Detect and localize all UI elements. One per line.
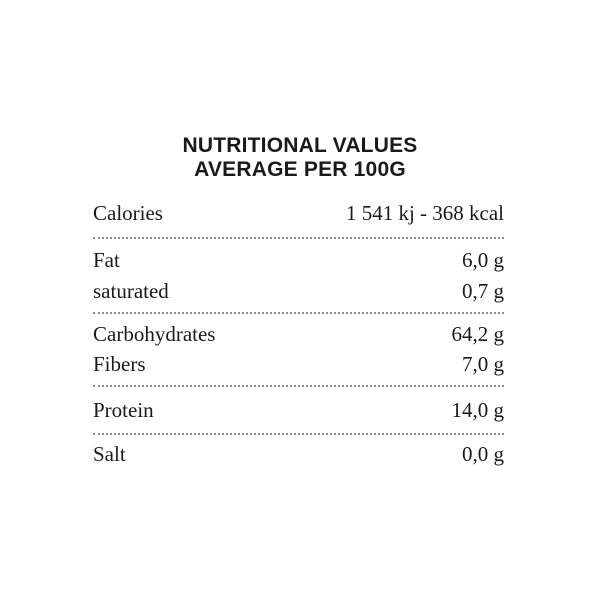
row-value: 1 541 kj - 368 kcal bbox=[345, 201, 504, 225]
row-value: 7,0 g bbox=[462, 352, 504, 376]
row-calories: Calories 1 541 kj - 368 kcal bbox=[93, 198, 504, 228]
dotted-separator bbox=[93, 312, 504, 314]
title-line-1: NUTRITIONAL VALUES bbox=[182, 134, 418, 157]
row-label: Protein bbox=[93, 398, 154, 422]
row-value: 6,0 g bbox=[462, 248, 504, 272]
row-label: Salt bbox=[93, 442, 126, 466]
row-fat: Fat 6,0 g bbox=[93, 245, 504, 275]
row-label: Calories bbox=[93, 201, 163, 225]
title-line-2: AVERAGE PER 100G bbox=[194, 158, 406, 181]
row-carbohydrates: Carbohydrates 64,2 g bbox=[93, 319, 504, 349]
dotted-separator bbox=[93, 237, 504, 239]
row-value: 14,0 g bbox=[451, 398, 505, 422]
row-salt: Salt 0,0 g bbox=[93, 439, 504, 469]
row-saturated: saturated 0,7 g bbox=[93, 276, 504, 306]
row-protein: Protein 14,0 g bbox=[93, 395, 504, 425]
row-label: Carbohydrates bbox=[93, 322, 216, 346]
dotted-separator bbox=[93, 385, 504, 387]
dotted-separator bbox=[93, 433, 504, 435]
row-value: 0,0 g bbox=[462, 442, 504, 466]
row-fibers: Fibers 7,0 g bbox=[93, 349, 504, 379]
row-label: Fat bbox=[93, 248, 120, 272]
row-value: 0,7 g bbox=[462, 279, 504, 303]
row-label: saturated bbox=[93, 279, 169, 303]
row-label: Fibers bbox=[93, 352, 146, 376]
row-value: 64,2 g bbox=[451, 322, 505, 346]
